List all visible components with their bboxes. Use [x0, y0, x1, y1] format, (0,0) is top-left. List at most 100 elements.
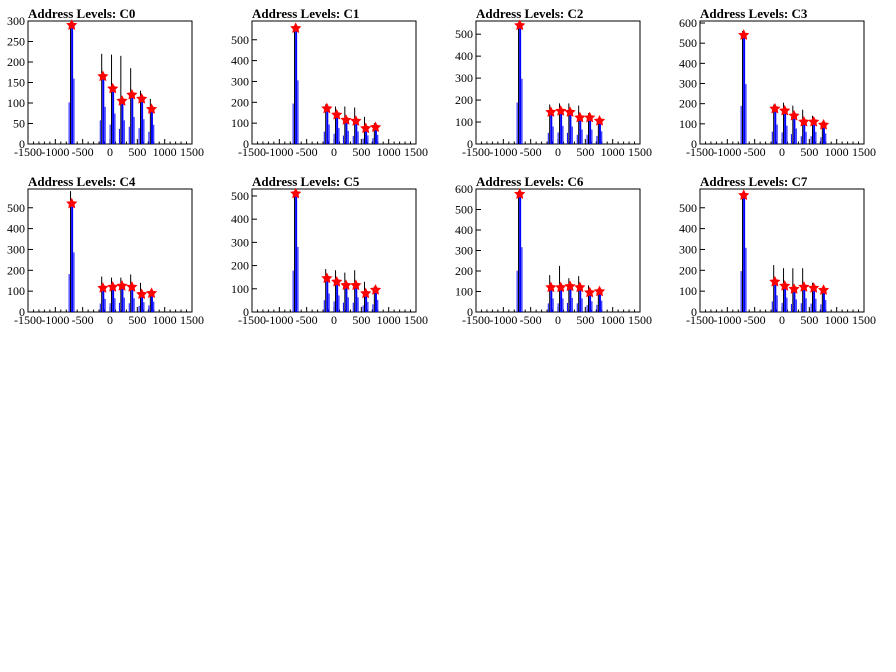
peak-4 — [574, 276, 586, 312]
x-tick-label: 0 — [107, 145, 113, 159]
peak-marker — [360, 287, 372, 299]
histogram-bar — [71, 203, 74, 312]
chart-title: Address Levels: C3 — [700, 6, 808, 21]
peak-marker — [107, 281, 119, 292]
peak-4 — [350, 107, 362, 144]
y-tick-label: 0 — [691, 137, 697, 151]
histogram-bar — [813, 121, 816, 144]
peak-marker — [555, 105, 567, 116]
x-tick-label: 0 — [331, 145, 337, 159]
x-tick-label: 0 — [779, 313, 785, 327]
peak-marker — [738, 189, 750, 201]
peak-marker — [145, 103, 158, 114]
y-tick-label: 0 — [467, 137, 473, 151]
peak-2 — [331, 270, 343, 312]
peak-3 — [788, 268, 800, 312]
x-tick-label: 1500 — [852, 145, 876, 159]
x-tick-label: 500 — [352, 313, 370, 327]
x-tick-label: -1000 — [713, 313, 741, 327]
peak-marker — [126, 281, 138, 292]
histogram-bar — [150, 293, 153, 312]
peak-0 — [290, 187, 302, 312]
peak-marker — [369, 121, 382, 133]
y-tick-label: 0 — [691, 305, 697, 319]
peak-6 — [593, 285, 606, 312]
chart-panel-0: Address Levels: C0 0 50 100 150 200 250 300 -150… — [7, 6, 204, 159]
y-tick-label: 500 — [455, 203, 473, 217]
x-tick-label: -1000 — [41, 313, 69, 327]
histogram-bar — [813, 288, 816, 312]
peak-marker — [107, 82, 119, 94]
y-tick-label: 500 — [7, 201, 25, 215]
y-tick-label: 300 — [7, 242, 25, 256]
x-tick-label: -500 — [744, 145, 766, 159]
peak-2 — [107, 277, 119, 312]
chart-panel-5: Address Levels: C50100200300400500-1500-… — [231, 174, 428, 327]
histogram-bar — [803, 121, 806, 144]
histogram-bar — [326, 108, 329, 144]
histogram-bar — [355, 121, 358, 144]
chart-title: Address Levels: C6 — [476, 174, 584, 189]
peak-marker — [350, 279, 362, 291]
peak-5 — [808, 115, 820, 144]
peak-6 — [369, 284, 382, 312]
peak-marker — [545, 281, 557, 293]
peak-4 — [126, 68, 138, 144]
y-tick-label: 0 — [243, 137, 249, 151]
y-tick-label: 150 — [7, 76, 25, 90]
x-tick-label: 500 — [800, 145, 818, 159]
peak-0 — [738, 189, 750, 312]
x-tick-label: -500 — [72, 313, 94, 327]
peak-marker — [145, 287, 158, 298]
y-tick-label: 50 — [13, 117, 25, 131]
chart-panel-7: Address Levels: C70100200300400500-1500-… — [679, 174, 876, 327]
histogram-bar — [131, 286, 134, 312]
peak-marker — [593, 115, 606, 126]
chart-panel-6: Address Levels: C6 0 100 200 300 400 500 600 -15… — [455, 174, 652, 327]
x-tick-label: 0 — [555, 313, 561, 327]
x-tick-label: 1500 — [628, 313, 652, 327]
peak-marker — [593, 285, 606, 297]
y-tick-label: 300 — [679, 77, 697, 91]
y-tick-label: 200 — [455, 264, 473, 278]
peak-marker — [808, 282, 820, 293]
x-tick-label: -1000 — [489, 313, 517, 327]
x-tick-label: 1000 — [601, 313, 625, 327]
x-tick-label: -1000 — [41, 145, 69, 159]
histogram-bar — [71, 25, 74, 145]
x-tick-label: -1000 — [265, 145, 293, 159]
y-tick-label: 200 — [455, 93, 473, 107]
peak-3 — [564, 278, 576, 312]
y-tick-label: 500 — [231, 33, 249, 47]
y-tick-label: 100 — [231, 282, 249, 296]
y-tick-label: 100 — [455, 115, 473, 129]
x-tick-label: 1500 — [404, 313, 428, 327]
x-tick-label: -500 — [296, 145, 318, 159]
histogram-bar — [569, 112, 572, 144]
y-tick-label: 0 — [467, 305, 473, 319]
x-tick-label: 1000 — [377, 313, 401, 327]
histogram-bar — [589, 292, 592, 312]
chart-title: Address Levels: C2 — [476, 6, 583, 21]
plot-frame — [699, 188, 865, 313]
histogram-bar — [131, 94, 134, 144]
peak-marker — [97, 70, 109, 82]
peak-marker — [769, 102, 781, 114]
x-tick-label: -1000 — [265, 313, 293, 327]
histogram-bar — [793, 289, 796, 312]
peak-marker — [66, 197, 78, 209]
histogram-bar — [560, 287, 563, 312]
histogram-bar — [355, 285, 358, 312]
histogram-bar — [121, 285, 124, 312]
y-tick-label: 200 — [231, 259, 249, 273]
x-tick-label: 500 — [128, 145, 146, 159]
histogram-bar — [743, 35, 746, 144]
peak-marker — [555, 281, 567, 293]
x-tick-label: -500 — [296, 313, 318, 327]
peak-0 — [514, 19, 526, 145]
plot-frame — [475, 20, 641, 145]
peak-marker — [584, 286, 596, 298]
histogram-bar — [150, 109, 153, 144]
histogram-bar — [774, 281, 777, 312]
peak-4 — [798, 268, 810, 312]
